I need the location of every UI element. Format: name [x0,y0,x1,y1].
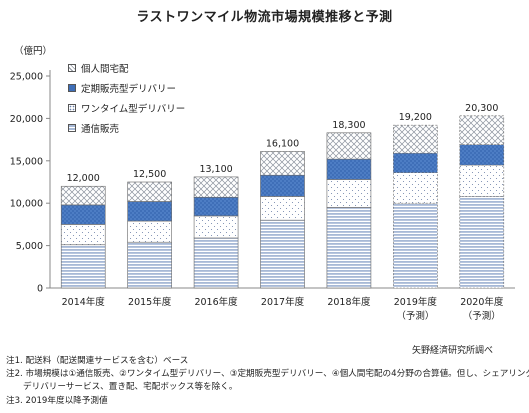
bar-segment-one-time [459,164,505,197]
footnote-2-continued: デリバリーサービス、置き配、宅配ボックス等を除く。 [23,382,238,393]
x-tick-label: 2015年度 [128,296,172,308]
bar-segment-c2c [393,124,438,154]
y-tick-label: 0 [37,284,43,295]
footnote-1: 注1. 配送料（配送関連サービスを含む）ベース [6,356,189,366]
bar-segment-c2c [459,115,505,145]
bar-segment-one-time [393,172,438,204]
y-tick-label: 15,000 [10,156,43,167]
bar-segment-subscription [127,201,172,222]
bar-total-label: 16,100 [266,138,299,149]
bar-total-label: 20,300 [465,103,498,114]
legend-label: 個人間宅配 [81,64,129,75]
bar-segment-subscription [60,204,106,225]
legend-swatch-c2c [68,64,76,72]
x-tick-label: 2017年度 [261,296,305,308]
legend-item: 通信販売 [68,118,185,138]
bar-segment-c2c [326,132,372,160]
bar-segment-c2c [260,151,305,176]
legend-swatch-subscription [68,84,76,92]
labels-layer: 0 5,000 10,000 15,000 20,000 25,000 12,000 2014… [10,72,504,323]
bar-segment-mail-order [193,237,239,289]
x-tick-label: 2019年度 [394,296,438,308]
bar-segment-one-time [60,224,106,246]
bar-total-label: 18,300 [332,120,365,131]
bar-segment-one-time [127,220,172,243]
bar-segment-c2c [60,185,106,206]
legend-item: 定期販売型デリバリー [68,78,185,98]
legend-label: 定期販売型デリバリー [81,84,177,95]
bar-segment-mail-order [459,196,505,289]
x-tick-label: 2020年度 [460,296,504,308]
chart-title: ラストワンマイル物流市場規模推移と予測 [136,10,393,25]
legend-item: 個人間宅配 [68,58,185,78]
chart-legend: 個人間宅配 定期販売型デリバリー ワンタイム型デリバリー 通信販売 [68,58,185,138]
legend-label: ワンタイム型デリバリー [81,104,186,115]
legend-label: 通信販売 [81,124,120,135]
y-tick-label: 5,000 [16,241,43,252]
source-credit: 矢野経済研究所調べ [411,346,493,356]
bar-segment-one-time [193,215,239,239]
bar-segment-mail-order [260,219,305,289]
footnote-2: 注2. 市場規模は①通信販売、②ワンタイム型デリバリー、③定期販売型デリバリー、… [6,369,529,380]
x-tick-label: 2014年度 [62,296,106,308]
bar-segment-subscription [193,196,239,217]
bar-segment-mail-order [127,241,172,289]
x-tick-sublabel: （予測） [396,310,434,322]
x-tick-sublabel: （予測） [463,310,501,322]
legend-swatch-mail-order [68,124,76,132]
bar-segment-subscription [459,144,505,166]
y-tick-label: 25,000 [10,72,43,83]
bar-segment-c2c [127,181,172,202]
bar-total-label: 12,500 [133,169,166,180]
y-tick-label: 10,000 [10,199,43,210]
bar-segment-c2c [193,176,239,198]
bar-segment-subscription [393,152,438,173]
bar-total-label: 19,200 [399,112,432,123]
bar-segment-subscription [260,174,305,197]
y-axis-unit-label: （億円） [14,46,53,57]
bar-segment-one-time [326,179,372,208]
y-tick-label: 20,000 [10,114,43,125]
x-tick-label: 2016年度 [194,296,238,308]
bar-total-label: 12,000 [67,173,100,184]
legend-item: ワンタイム型デリバリー [68,98,185,118]
bar-segment-mail-order [60,244,106,289]
bars-layer [60,115,505,289]
footnote-3: 注3. 2019年度以降予測値 [6,395,108,406]
x-tick-label: 2018年度 [327,296,371,308]
bar-total-label: 13,100 [199,164,232,175]
footnotes: 注1. 配送料（配送関連サービスを含む）ベース 注2. 市場規模は①通信販売、②… [6,355,529,408]
bar-segment-subscription [326,158,372,180]
bar-segment-mail-order [326,207,372,289]
legend-swatch-one-time [68,104,76,112]
bar-segment-mail-order [393,202,438,289]
bar-segment-one-time [260,196,305,221]
